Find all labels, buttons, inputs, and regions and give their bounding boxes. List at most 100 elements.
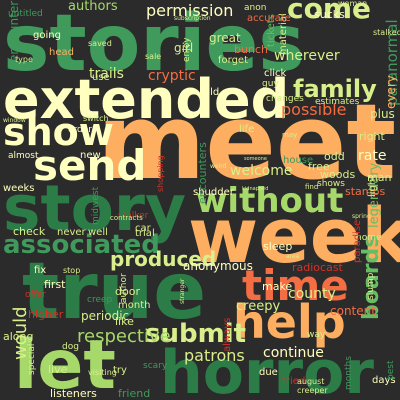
- cloud-word: tickets: [266, 14, 277, 47]
- cloud-word: use: [92, 72, 110, 83]
- cloud-word: always: [222, 318, 233, 352]
- cloud-word: month: [118, 300, 150, 311]
- cloud-word: stranger: [179, 278, 186, 304]
- cloud-word: click: [264, 68, 287, 79]
- cloud-word: subscription: [174, 15, 211, 22]
- cloud-word: house: [283, 155, 313, 166]
- cloud-word: every: [384, 75, 398, 109]
- cloud-word: going: [33, 30, 61, 41]
- cloud-word: someone: [244, 156, 267, 162]
- cloud-word: shows: [317, 179, 345, 189]
- cloud-word: friend: [118, 387, 150, 400]
- cloud-word: spring: [352, 213, 371, 220]
- cloud-word: guy: [262, 79, 279, 89]
- cloud-word: man: [367, 171, 391, 184]
- cloud-word: accurate: [247, 13, 291, 24]
- cloud-word: continue: [263, 345, 324, 361]
- cloud-word: changes: [266, 94, 304, 104]
- cloud-word: associated: [3, 230, 160, 260]
- cloud-word: story: [3, 172, 186, 245]
- cloud-word: county: [288, 286, 336, 302]
- cloud-word: would: [10, 306, 31, 360]
- cloud-word: come: [287, 0, 371, 25]
- cloud-word: meet: [97, 81, 396, 203]
- cloud-word: stop: [63, 266, 80, 275]
- cloud-word: respective: [77, 326, 171, 347]
- cloud-word: family: [293, 75, 377, 103]
- cloud-word: may: [282, 131, 297, 139]
- cloud-word: stories: [3, 0, 305, 89]
- cloud-word: find: [305, 183, 318, 191]
- cloud-word: best: [386, 360, 396, 380]
- cloud-word: make: [262, 280, 292, 293]
- cloud-word: trial: [135, 228, 155, 239]
- cloud-word: contracts: [110, 214, 143, 222]
- cloud-word: live: [48, 363, 68, 376]
- cloud-word: scary: [143, 361, 168, 371]
- cloud-word: radiocast: [292, 261, 344, 274]
- cloud-word: encounters: [196, 142, 209, 204]
- cloud-word: car: [135, 223, 152, 234]
- cloud-word: special: [27, 344, 37, 375]
- cloud-word: creepy: [236, 299, 280, 314]
- cloud-word: fix: [34, 265, 46, 276]
- cloud-word: authors: [68, 0, 118, 14]
- cloud-word: order: [68, 125, 92, 135]
- cloud-word: plus: [370, 107, 395, 121]
- cloud-word: first: [44, 278, 66, 291]
- cloud-word: area: [286, 253, 300, 260]
- cloud-word: old: [204, 87, 219, 98]
- cloud-word: head: [49, 47, 74, 58]
- cloud-word: trails: [89, 66, 124, 82]
- cloud-word: stalked: [373, 28, 400, 37]
- cloud-word: august: [297, 377, 324, 386]
- cloud-word: visiting: [88, 368, 117, 377]
- cloud-word: saved: [88, 39, 112, 48]
- cloud-word: creep: [87, 295, 113, 305]
- cloud-word: higher: [28, 308, 64, 321]
- cloud-word: estimates: [315, 97, 360, 107]
- cloud-word: forget: [218, 55, 248, 66]
- cloud-word: anonymous: [183, 259, 253, 273]
- cloud-word: free: [308, 160, 330, 173]
- cloud-word: show: [3, 110, 114, 154]
- cloud-word: submit: [145, 319, 246, 349]
- cloud-word: door: [115, 285, 140, 298]
- cloud-word: never: [57, 227, 87, 238]
- cloud-word: new: [80, 150, 101, 161]
- cloud-word: try: [113, 365, 127, 376]
- cloud-word: due: [259, 367, 278, 378]
- cloud-word: listeners: [50, 387, 97, 400]
- cloud-word: boards: [359, 235, 384, 320]
- cloud-word: offer: [25, 290, 46, 300]
- cloud-word: odd: [324, 150, 345, 163]
- cloud-word: woman: [338, 0, 367, 8]
- cloud-word: sale: [145, 52, 161, 61]
- cloud-word: welcome: [230, 163, 292, 179]
- cloud-word: time: [242, 261, 349, 310]
- cloud-word: author: [119, 273, 129, 303]
- cloud-word: extended: [3, 68, 289, 131]
- cloud-word: stalker: [118, 211, 149, 221]
- cloud-word: cryptic: [148, 68, 196, 84]
- cloud-word: midwest: [91, 186, 101, 225]
- cloud-word: bunch: [234, 43, 268, 56]
- cloud-word: enjoy: [182, 37, 192, 62]
- cloud-word: without: [196, 181, 343, 221]
- cloud-word: encounter: [7, 1, 21, 62]
- cloud-word: woods: [320, 168, 355, 181]
- cloud-word: along: [3, 330, 33, 343]
- cloud-word: way: [307, 330, 326, 340]
- cloud-word: possible: [281, 100, 347, 119]
- cloud-word: like: [115, 315, 134, 328]
- cloud-word: switch: [83, 114, 109, 123]
- cloud-word: months: [344, 356, 354, 390]
- cloud-word: shudder: [193, 187, 235, 198]
- cloud-word: right: [359, 130, 386, 143]
- cloud-word: produced: [110, 247, 216, 271]
- cloud-word: almost: [8, 151, 39, 161]
- cloud-word: slump: [366, 272, 376, 300]
- cloud-word: week: [188, 191, 400, 280]
